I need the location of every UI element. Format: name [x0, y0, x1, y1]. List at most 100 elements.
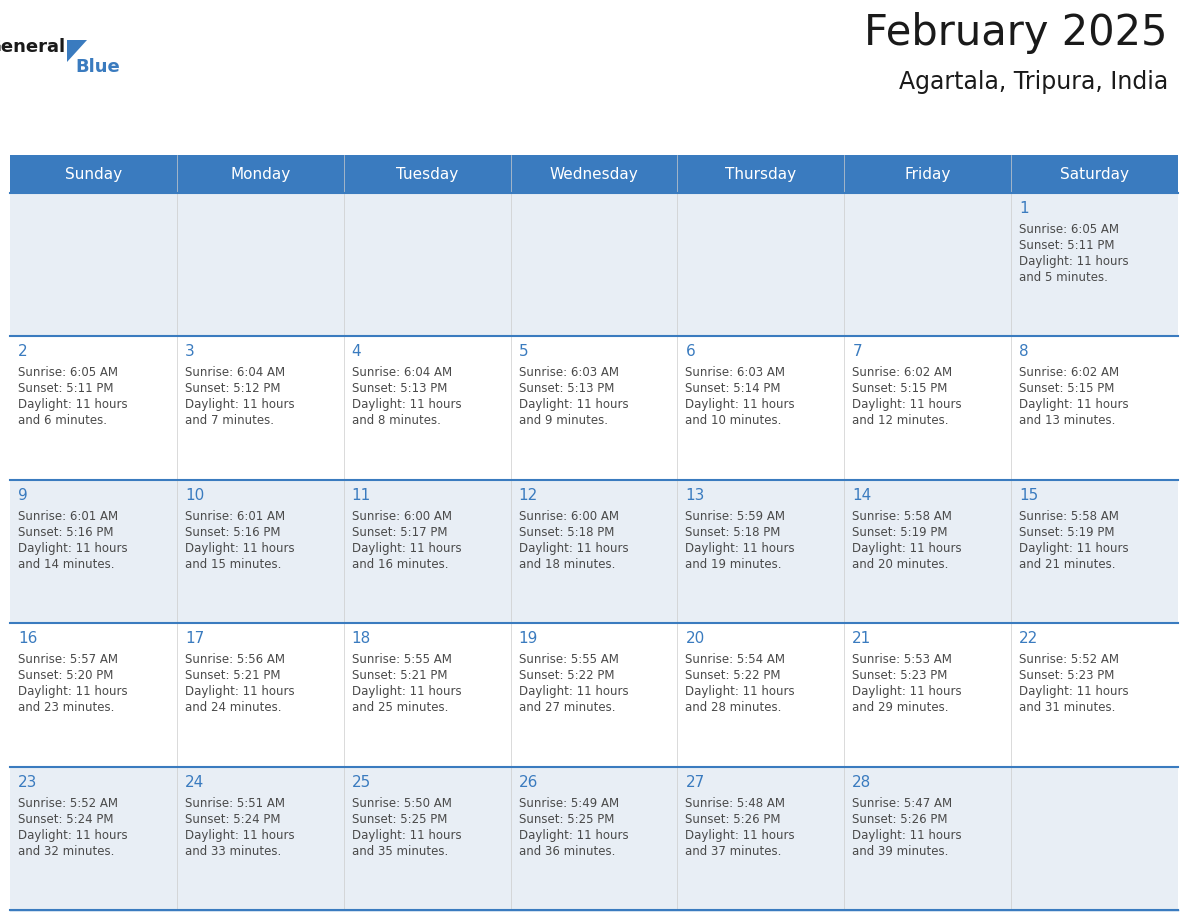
Text: Sunset: 5:15 PM: Sunset: 5:15 PM [1019, 383, 1114, 396]
Text: 16: 16 [18, 632, 37, 646]
Text: Thursday: Thursday [726, 166, 796, 182]
Text: 20: 20 [685, 632, 704, 646]
Text: Sunrise: 6:05 AM: Sunrise: 6:05 AM [18, 366, 118, 379]
Text: February 2025: February 2025 [865, 12, 1168, 54]
Text: 21: 21 [852, 632, 872, 646]
Text: Saturday: Saturday [1060, 166, 1129, 182]
Text: and 28 minutes.: and 28 minutes. [685, 701, 782, 714]
Text: and 35 minutes.: and 35 minutes. [352, 845, 448, 857]
Text: 2: 2 [18, 344, 27, 360]
Text: 17: 17 [185, 632, 204, 646]
Text: 8: 8 [1019, 344, 1029, 360]
Text: 3: 3 [185, 344, 195, 360]
Text: Blue: Blue [75, 58, 120, 76]
Text: and 32 minutes.: and 32 minutes. [18, 845, 114, 857]
Text: 28: 28 [852, 775, 872, 789]
Text: and 21 minutes.: and 21 minutes. [1019, 558, 1116, 571]
Text: Sunset: 5:13 PM: Sunset: 5:13 PM [519, 383, 614, 396]
Text: Sunrise: 5:50 AM: Sunrise: 5:50 AM [352, 797, 451, 810]
Text: Sunrise: 6:03 AM: Sunrise: 6:03 AM [685, 366, 785, 379]
Text: Sunset: 5:26 PM: Sunset: 5:26 PM [685, 812, 781, 825]
Text: Daylight: 11 hours: Daylight: 11 hours [1019, 398, 1129, 411]
Text: Sunset: 5:15 PM: Sunset: 5:15 PM [852, 383, 948, 396]
Text: 12: 12 [519, 487, 538, 503]
Text: Sunrise: 5:54 AM: Sunrise: 5:54 AM [685, 654, 785, 666]
Text: 22: 22 [1019, 632, 1038, 646]
Text: 19: 19 [519, 632, 538, 646]
Text: Sunrise: 6:02 AM: Sunrise: 6:02 AM [1019, 366, 1119, 379]
Text: Sunset: 5:22 PM: Sunset: 5:22 PM [685, 669, 781, 682]
Text: Daylight: 11 hours: Daylight: 11 hours [852, 829, 962, 842]
Text: Daylight: 11 hours: Daylight: 11 hours [852, 398, 962, 411]
Text: 26: 26 [519, 775, 538, 789]
Text: 15: 15 [1019, 487, 1038, 503]
Text: Sunset: 5:19 PM: Sunset: 5:19 PM [1019, 526, 1114, 539]
Text: Sunrise: 5:51 AM: Sunrise: 5:51 AM [185, 797, 285, 810]
Text: Sunset: 5:19 PM: Sunset: 5:19 PM [852, 526, 948, 539]
Text: Sunset: 5:14 PM: Sunset: 5:14 PM [685, 383, 781, 396]
Text: Sunset: 5:23 PM: Sunset: 5:23 PM [1019, 669, 1114, 682]
Text: Sunset: 5:17 PM: Sunset: 5:17 PM [352, 526, 447, 539]
Text: and 7 minutes.: and 7 minutes. [185, 414, 274, 428]
Text: 25: 25 [352, 775, 371, 789]
Text: Daylight: 11 hours: Daylight: 11 hours [1019, 542, 1129, 554]
Text: Sunrise: 5:55 AM: Sunrise: 5:55 AM [519, 654, 619, 666]
Text: Sunset: 5:23 PM: Sunset: 5:23 PM [852, 669, 948, 682]
Polygon shape [67, 40, 87, 62]
Text: 24: 24 [185, 775, 204, 789]
Text: Sunrise: 6:00 AM: Sunrise: 6:00 AM [519, 509, 619, 522]
Text: Daylight: 11 hours: Daylight: 11 hours [1019, 685, 1129, 699]
Text: Daylight: 11 hours: Daylight: 11 hours [519, 542, 628, 554]
Text: Sunset: 5:18 PM: Sunset: 5:18 PM [685, 526, 781, 539]
Text: Sunrise: 6:02 AM: Sunrise: 6:02 AM [852, 366, 953, 379]
Text: Daylight: 11 hours: Daylight: 11 hours [685, 542, 795, 554]
Text: Daylight: 11 hours: Daylight: 11 hours [185, 398, 295, 411]
Text: Sunset: 5:20 PM: Sunset: 5:20 PM [18, 669, 113, 682]
Text: Sunrise: 5:52 AM: Sunrise: 5:52 AM [18, 797, 118, 810]
Text: Sunset: 5:16 PM: Sunset: 5:16 PM [18, 526, 114, 539]
Text: Sunrise: 6:01 AM: Sunrise: 6:01 AM [185, 509, 285, 522]
Text: General: General [0, 38, 65, 56]
Text: and 37 minutes.: and 37 minutes. [685, 845, 782, 857]
Text: Daylight: 11 hours: Daylight: 11 hours [852, 685, 962, 699]
Text: Daylight: 11 hours: Daylight: 11 hours [519, 685, 628, 699]
Text: Sunset: 5:22 PM: Sunset: 5:22 PM [519, 669, 614, 682]
Text: Sunset: 5:25 PM: Sunset: 5:25 PM [352, 812, 447, 825]
Text: and 27 minutes.: and 27 minutes. [519, 701, 615, 714]
Text: Daylight: 11 hours: Daylight: 11 hours [352, 829, 461, 842]
Text: 1: 1 [1019, 201, 1029, 216]
Text: and 29 minutes.: and 29 minutes. [852, 701, 949, 714]
Text: 5: 5 [519, 344, 529, 360]
Text: and 12 minutes.: and 12 minutes. [852, 414, 949, 428]
Text: Sunset: 5:11 PM: Sunset: 5:11 PM [1019, 239, 1114, 252]
Text: Sunset: 5:12 PM: Sunset: 5:12 PM [185, 383, 280, 396]
Bar [10, 480, 1178, 623]
Text: Sunrise: 5:59 AM: Sunrise: 5:59 AM [685, 509, 785, 522]
Text: 7: 7 [852, 344, 862, 360]
Text: and 13 minutes.: and 13 minutes. [1019, 414, 1116, 428]
Text: Sunrise: 6:05 AM: Sunrise: 6:05 AM [1019, 223, 1119, 236]
Text: and 20 minutes.: and 20 minutes. [852, 558, 949, 571]
Bar [10, 155, 1178, 193]
Text: and 18 minutes.: and 18 minutes. [519, 558, 615, 571]
Text: 4: 4 [352, 344, 361, 360]
Text: Daylight: 11 hours: Daylight: 11 hours [1019, 255, 1129, 268]
Text: and 39 minutes.: and 39 minutes. [852, 845, 949, 857]
Text: 11: 11 [352, 487, 371, 503]
Text: and 5 minutes.: and 5 minutes. [1019, 271, 1108, 284]
Text: Sunrise: 5:55 AM: Sunrise: 5:55 AM [352, 654, 451, 666]
Text: Tuesday: Tuesday [396, 166, 459, 182]
Text: Daylight: 11 hours: Daylight: 11 hours [685, 398, 795, 411]
Text: Daylight: 11 hours: Daylight: 11 hours [352, 685, 461, 699]
Text: and 15 minutes.: and 15 minutes. [185, 558, 282, 571]
Text: 14: 14 [852, 487, 872, 503]
Text: Sunset: 5:26 PM: Sunset: 5:26 PM [852, 812, 948, 825]
Bar [10, 767, 1178, 910]
Text: Sunset: 5:11 PM: Sunset: 5:11 PM [18, 383, 114, 396]
Text: and 10 minutes.: and 10 minutes. [685, 414, 782, 428]
Text: Daylight: 11 hours: Daylight: 11 hours [685, 685, 795, 699]
Bar [10, 336, 1178, 480]
Text: Sunrise: 6:03 AM: Sunrise: 6:03 AM [519, 366, 619, 379]
Text: Sunset: 5:21 PM: Sunset: 5:21 PM [185, 669, 280, 682]
Text: Daylight: 11 hours: Daylight: 11 hours [519, 829, 628, 842]
